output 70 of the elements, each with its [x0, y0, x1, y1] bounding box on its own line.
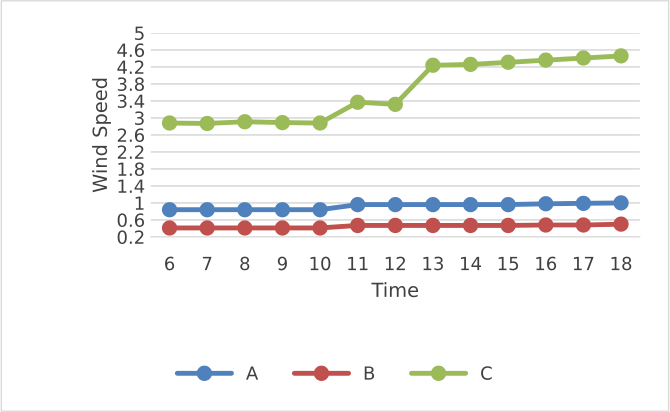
- point: [312, 115, 328, 131]
- y-tick-label: 2.6: [118, 128, 144, 142]
- point: [237, 202, 252, 218]
- legend-label: B: [364, 366, 374, 380]
- point: [312, 220, 328, 236]
- point: [237, 114, 252, 130]
- point: [462, 196, 478, 212]
- point: [274, 220, 290, 236]
- x-tick-label: 17: [574, 256, 594, 270]
- point: [538, 217, 554, 233]
- point: [500, 54, 516, 70]
- point: [388, 96, 403, 112]
- y-tick-label: 1: [136, 196, 144, 210]
- legend-label: A: [246, 366, 258, 380]
- x-tick-label: 12: [386, 256, 405, 270]
- point: [576, 50, 592, 66]
- point: [162, 220, 178, 236]
- y-tick-label: 4.2: [117, 60, 144, 74]
- x-axis-title: Time: [371, 282, 418, 298]
- x-tick-label: 14: [461, 256, 482, 270]
- point: [274, 202, 290, 218]
- y-tick-label: 3.4: [118, 94, 144, 108]
- x-tick-label: 16: [536, 256, 556, 270]
- y-tick-label: 3: [135, 111, 144, 126]
- y-tick-label: 3.8: [118, 77, 144, 92]
- point: [200, 220, 215, 236]
- y-tick-label: 5: [135, 26, 144, 40]
- x-tick-label: 18: [612, 256, 632, 270]
- point: [350, 196, 366, 212]
- point: [200, 202, 215, 218]
- x-tick-label: 13: [423, 256, 443, 270]
- x-tick-label: 6: [165, 256, 174, 270]
- point: [350, 218, 366, 234]
- point: [200, 116, 215, 132]
- point: [425, 196, 441, 212]
- point: [350, 94, 366, 110]
- x-tick-label: 10: [310, 256, 330, 270]
- point: [613, 195, 629, 211]
- x-tick-label: 8: [240, 256, 250, 270]
- y-tick-label: 2.2: [118, 145, 144, 159]
- x-tick-label: 15: [498, 256, 518, 270]
- point: [462, 218, 478, 234]
- point: [425, 58, 441, 73]
- point: [613, 216, 629, 232]
- point: [312, 202, 328, 218]
- y-tick-label: 0.6: [118, 213, 144, 228]
- point: [500, 196, 516, 212]
- point: [462, 56, 478, 72]
- x-tick-label: 7: [202, 256, 212, 270]
- point: [576, 196, 592, 211]
- point: [500, 218, 516, 234]
- point: [162, 202, 178, 218]
- y-tick-label: 1.8: [118, 162, 144, 176]
- x-tick-label: 11: [348, 256, 368, 270]
- point: [538, 196, 554, 212]
- point: [237, 220, 252, 236]
- point: [162, 115, 178, 131]
- y-axis-title: Wind Speed: [92, 78, 111, 192]
- point: [274, 114, 290, 130]
- y-tick-label: 4.6: [117, 43, 144, 58]
- y-tick-label: 1.4: [118, 180, 144, 193]
- point: [388, 218, 403, 234]
- point: [538, 52, 554, 68]
- y-tick-label: 0.2: [118, 230, 144, 244]
- legend-label: C: [481, 366, 492, 380]
- point: [388, 196, 403, 212]
- point: [425, 218, 441, 234]
- point: [613, 48, 629, 64]
- point: [576, 217, 592, 233]
- x-tick-label: 9: [278, 256, 287, 270]
